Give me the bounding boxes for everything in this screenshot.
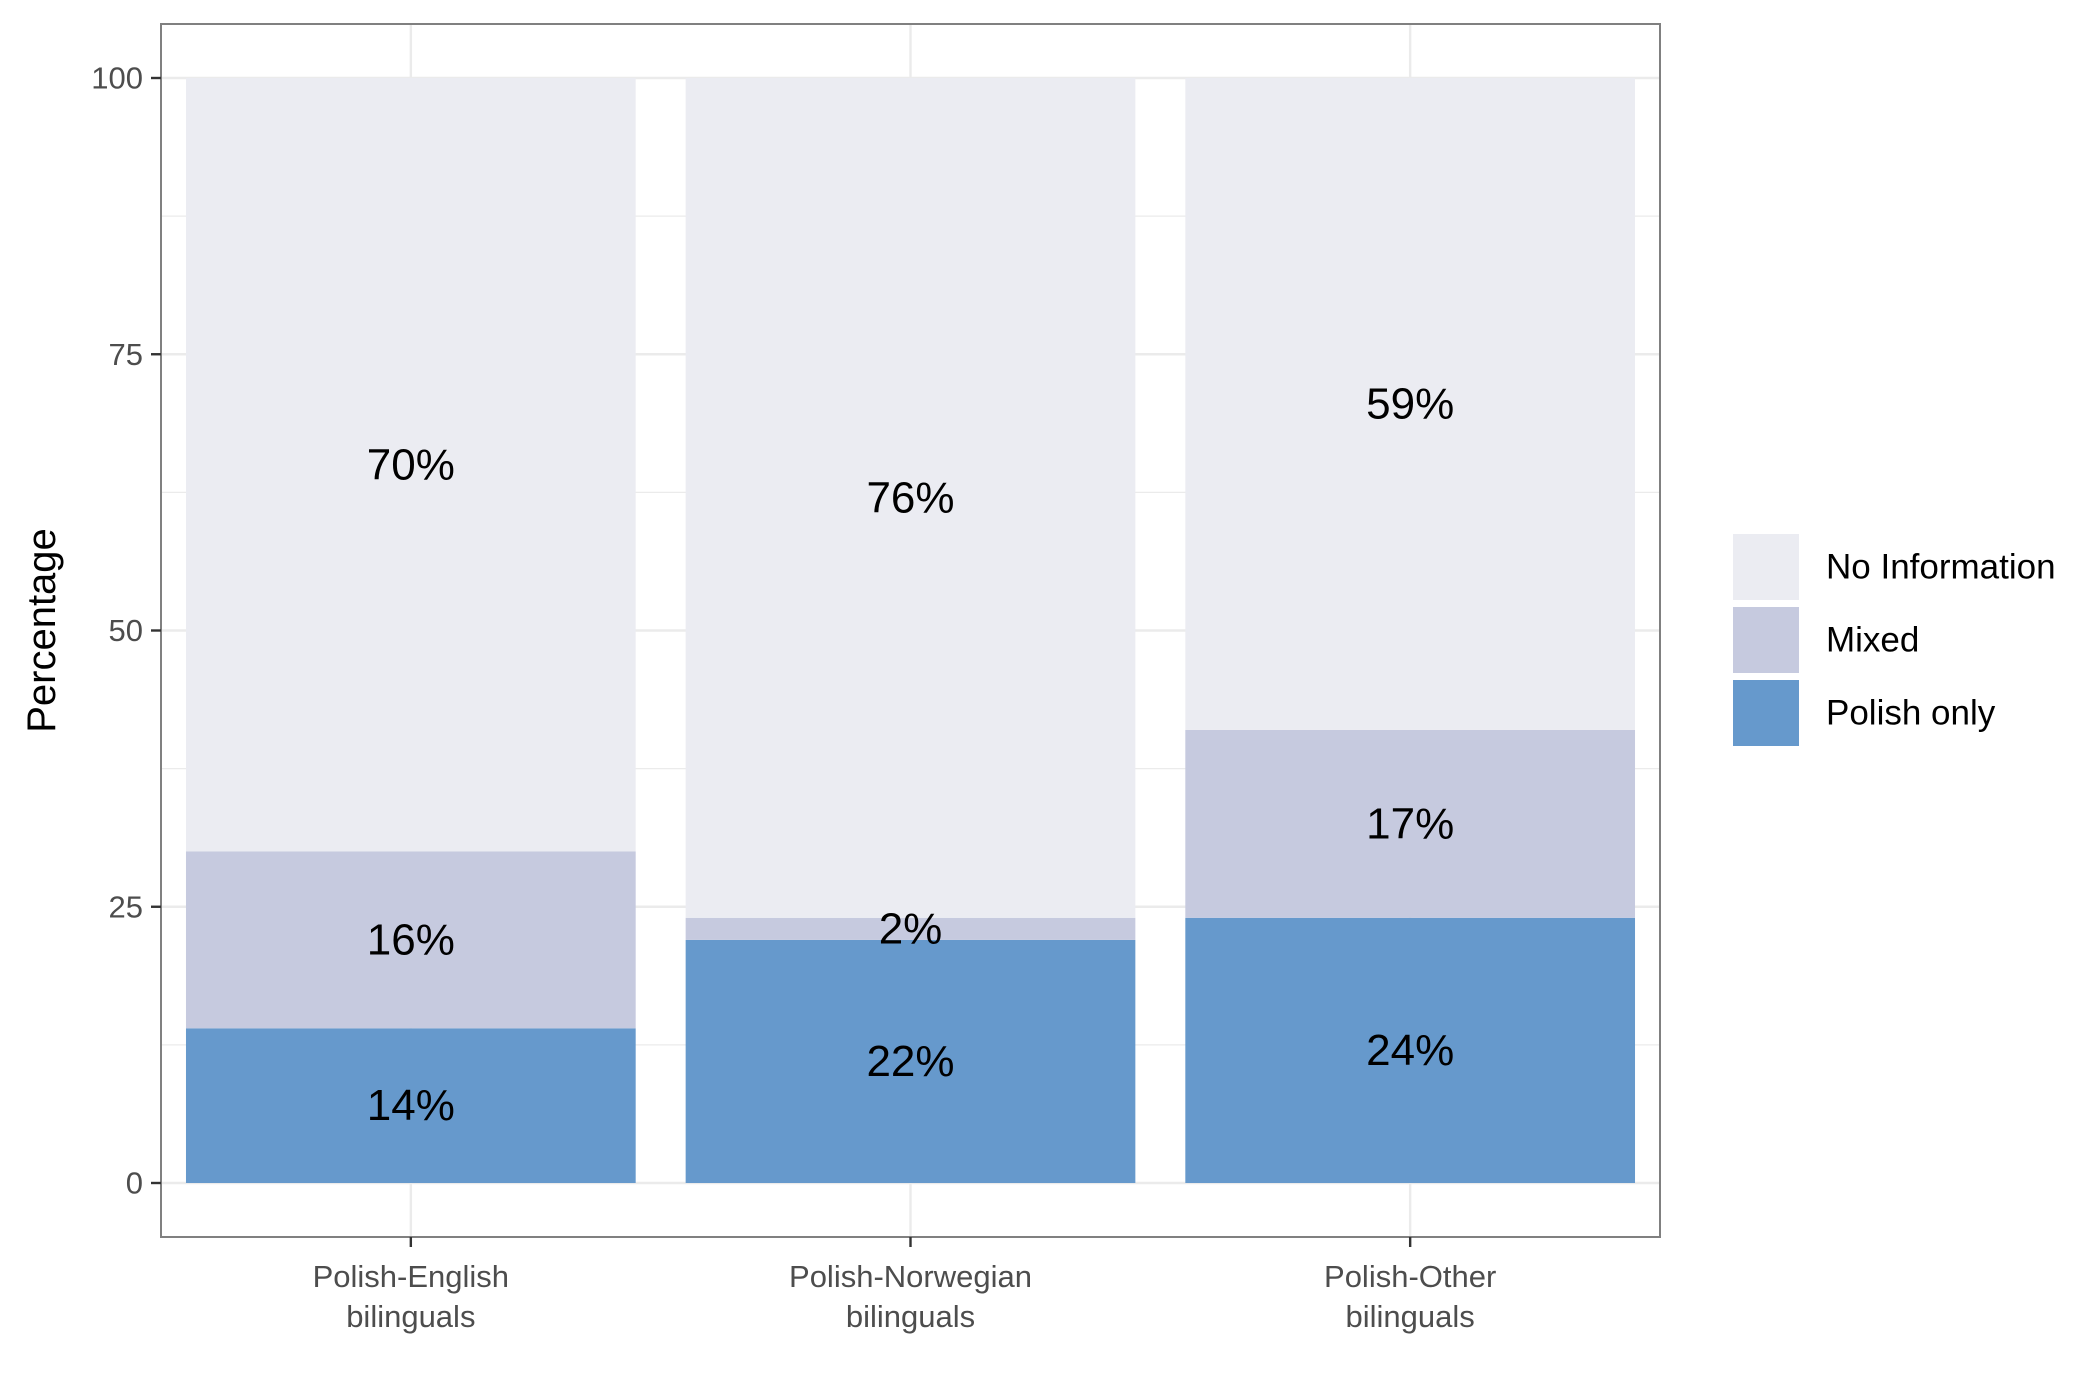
bar-segment-mixed bbox=[185, 851, 636, 1029]
axes: 0 25 50 75 100 Polish-English bilinguals Polish… bbox=[91, 61, 1496, 1335]
bar-segment-polish-only bbox=[185, 1028, 636, 1183]
bar-segment-polish-only bbox=[1185, 917, 1636, 1183]
data-labels: 14% 16% 70% 22% 2% 76% 24% 17% 59% bbox=[367, 379, 1454, 1130]
x-tick-label: Polish-Norwegian bilinguals bbox=[789, 1259, 1032, 1334]
data-label: 2% bbox=[879, 904, 943, 953]
y-axis-title: Percentage bbox=[20, 528, 64, 733]
legend-key-mixed bbox=[1731, 605, 1801, 675]
data-label: 24% bbox=[1366, 1026, 1454, 1075]
y-tick-label: 75 bbox=[109, 337, 143, 372]
x-tick-label: Polish-English bilinguals bbox=[313, 1259, 509, 1334]
bar-segment-no-information bbox=[185, 78, 636, 852]
bar-segment-polish-only bbox=[685, 939, 1136, 1183]
legend: No Information Mixed Polish only bbox=[1731, 532, 2056, 748]
legend-label: No Information bbox=[1826, 548, 2056, 587]
data-label: 76% bbox=[866, 473, 954, 522]
legend-key-polish-only bbox=[1731, 678, 1801, 748]
legend-label: Polish only bbox=[1826, 694, 1996, 733]
legend-key-no-information bbox=[1731, 532, 1801, 602]
data-label: 70% bbox=[367, 440, 455, 489]
bars bbox=[185, 78, 1636, 1183]
bar-segment-no-information bbox=[1185, 78, 1636, 730]
y-tick-label: 25 bbox=[109, 889, 143, 924]
data-label: 16% bbox=[367, 915, 455, 964]
x-tick-label: Polish-Other bilinguals bbox=[1324, 1259, 1496, 1334]
legend-label: Mixed bbox=[1826, 621, 1919, 660]
y-tick-label: 100 bbox=[91, 61, 143, 96]
bar-segment-no-information bbox=[685, 78, 1136, 918]
bar-segment-mixed bbox=[685, 917, 1136, 940]
y-tick-label: 50 bbox=[109, 613, 143, 648]
y-tick-label: 0 bbox=[126, 1166, 143, 1201]
data-label: 14% bbox=[367, 1081, 455, 1130]
data-label: 59% bbox=[1366, 379, 1454, 428]
data-label: 17% bbox=[1366, 799, 1454, 848]
data-label: 22% bbox=[866, 1037, 954, 1086]
bar-segment-mixed bbox=[1185, 729, 1636, 918]
